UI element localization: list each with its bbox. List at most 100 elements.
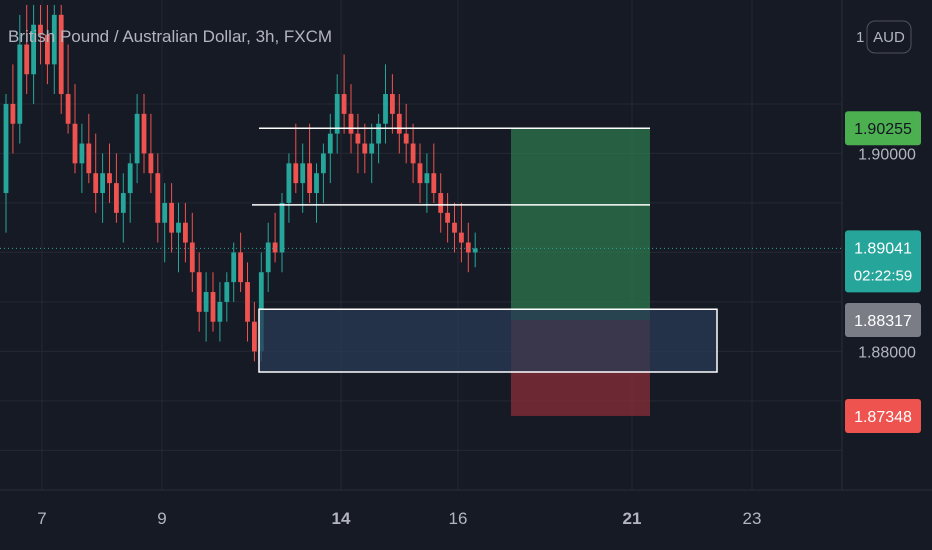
candle-body bbox=[424, 173, 430, 184]
candle-body bbox=[369, 143, 375, 154]
candle-body bbox=[65, 94, 71, 124]
candle-11 bbox=[79, 123, 85, 194]
candle-body bbox=[72, 123, 78, 164]
candle-8 bbox=[58, 4, 64, 114]
candle-body bbox=[3, 103, 9, 194]
currency-button-frame[interactable] bbox=[866, 20, 912, 54]
candle-body bbox=[403, 133, 409, 144]
candle-68 bbox=[472, 232, 478, 268]
candle-body bbox=[438, 193, 444, 213]
candle-body bbox=[396, 113, 402, 134]
candle-65 bbox=[452, 202, 457, 253]
candle-67 bbox=[465, 222, 471, 273]
target-zone bbox=[511, 128, 650, 321]
candle-body bbox=[210, 292, 216, 322]
candle-43 bbox=[300, 143, 306, 213]
candle-body bbox=[334, 94, 340, 134]
candle-body bbox=[265, 242, 271, 273]
candle-body bbox=[224, 282, 230, 302]
candle-66 bbox=[459, 202, 464, 263]
candle-55 bbox=[383, 64, 388, 144]
candle-3 bbox=[24, 4, 30, 95]
price-badge-entry: 1.88317 bbox=[845, 303, 921, 338]
candle-44 bbox=[307, 123, 312, 203]
candle-body bbox=[17, 44, 23, 124]
candle-51 bbox=[355, 113, 361, 174]
candle-13 bbox=[93, 133, 99, 213]
candle-17 bbox=[120, 173, 126, 243]
price-badge-last: 1.89041 02:22:59 bbox=[845, 230, 921, 293]
candle-body bbox=[300, 163, 306, 184]
price-badge-label: 1.87348 bbox=[854, 409, 912, 426]
price-badge-bg bbox=[845, 398, 921, 433]
candle-16 bbox=[114, 153, 119, 223]
candle-46 bbox=[321, 143, 326, 203]
candle-body bbox=[279, 202, 285, 253]
price-axis[interactable]: 1.90000 1.88000 1.90255 1.89041 02:22:59 1.88… bbox=[845, 111, 921, 433]
candle-body bbox=[348, 113, 354, 134]
currency-label[interactable]: AUD bbox=[873, 29, 905, 46]
candle-body bbox=[307, 163, 312, 194]
candle-30 bbox=[210, 272, 216, 332]
time-tick-14: 14 bbox=[332, 509, 351, 528]
currency-prefix: 1 bbox=[856, 29, 864, 46]
candle-body bbox=[390, 94, 395, 114]
candle-60 bbox=[417, 143, 423, 203]
candle-20 bbox=[141, 94, 147, 174]
candle-7 bbox=[51, 4, 57, 95]
candle-47 bbox=[327, 113, 333, 184]
symbol-title[interactable]: British Pound / Australian Dollar, 3h, F… bbox=[8, 27, 332, 46]
candle-body bbox=[100, 173, 105, 194]
candle-body bbox=[107, 173, 112, 184]
price-badge-bg bbox=[845, 111, 921, 146]
candle-body bbox=[252, 321, 257, 352]
candle-body bbox=[155, 173, 161, 223]
candle-body bbox=[38, 24, 43, 35]
candle-body bbox=[127, 163, 133, 194]
time-axis: 7 9 14 16 21 23 bbox=[37, 509, 761, 528]
price-badge-label: 1.88317 bbox=[854, 313, 912, 330]
candle-body bbox=[217, 301, 223, 322]
candle-body bbox=[431, 173, 437, 194]
price-badge-label: 1.89041 bbox=[854, 240, 912, 257]
currency-button[interactable]: AUD bbox=[866, 20, 912, 54]
candle-body bbox=[114, 183, 119, 213]
candle-38 bbox=[265, 222, 271, 293]
candle-9 bbox=[65, 44, 71, 134]
candle-body bbox=[141, 113, 147, 154]
candle-body bbox=[203, 292, 209, 312]
time-tick-9: 9 bbox=[157, 509, 166, 528]
candle-22 bbox=[155, 153, 161, 243]
candle-body bbox=[176, 222, 181, 233]
candle-49 bbox=[341, 54, 347, 134]
price-badge-stop: 1.87348 bbox=[845, 398, 921, 433]
candle-45 bbox=[314, 163, 319, 223]
candle-body bbox=[272, 242, 278, 253]
candle-body bbox=[10, 103, 16, 124]
candle-body bbox=[162, 202, 168, 223]
candle-14 bbox=[100, 153, 105, 223]
candle-34 bbox=[238, 232, 243, 293]
candle-0 bbox=[3, 94, 9, 233]
price-tick-1.88000: 1.88000 bbox=[858, 344, 916, 361]
candle-body bbox=[465, 242, 471, 253]
candle-41 bbox=[286, 153, 292, 223]
candle-33 bbox=[231, 242, 237, 302]
price-badge-bg bbox=[845, 230, 921, 293]
candle-40 bbox=[279, 193, 285, 273]
candle-63 bbox=[438, 173, 444, 233]
candle-36 bbox=[252, 301, 257, 362]
candle-53 bbox=[369, 123, 375, 184]
candle-body bbox=[134, 113, 140, 164]
candle-52 bbox=[362, 123, 368, 174]
candle-56 bbox=[390, 74, 395, 134]
candle-26 bbox=[183, 202, 188, 263]
candle-5 bbox=[38, 4, 43, 65]
candle-body bbox=[383, 94, 388, 124]
candle-body bbox=[355, 133, 361, 144]
candle-58 bbox=[403, 103, 409, 164]
candle-body bbox=[93, 173, 99, 194]
candle-31 bbox=[217, 282, 223, 342]
